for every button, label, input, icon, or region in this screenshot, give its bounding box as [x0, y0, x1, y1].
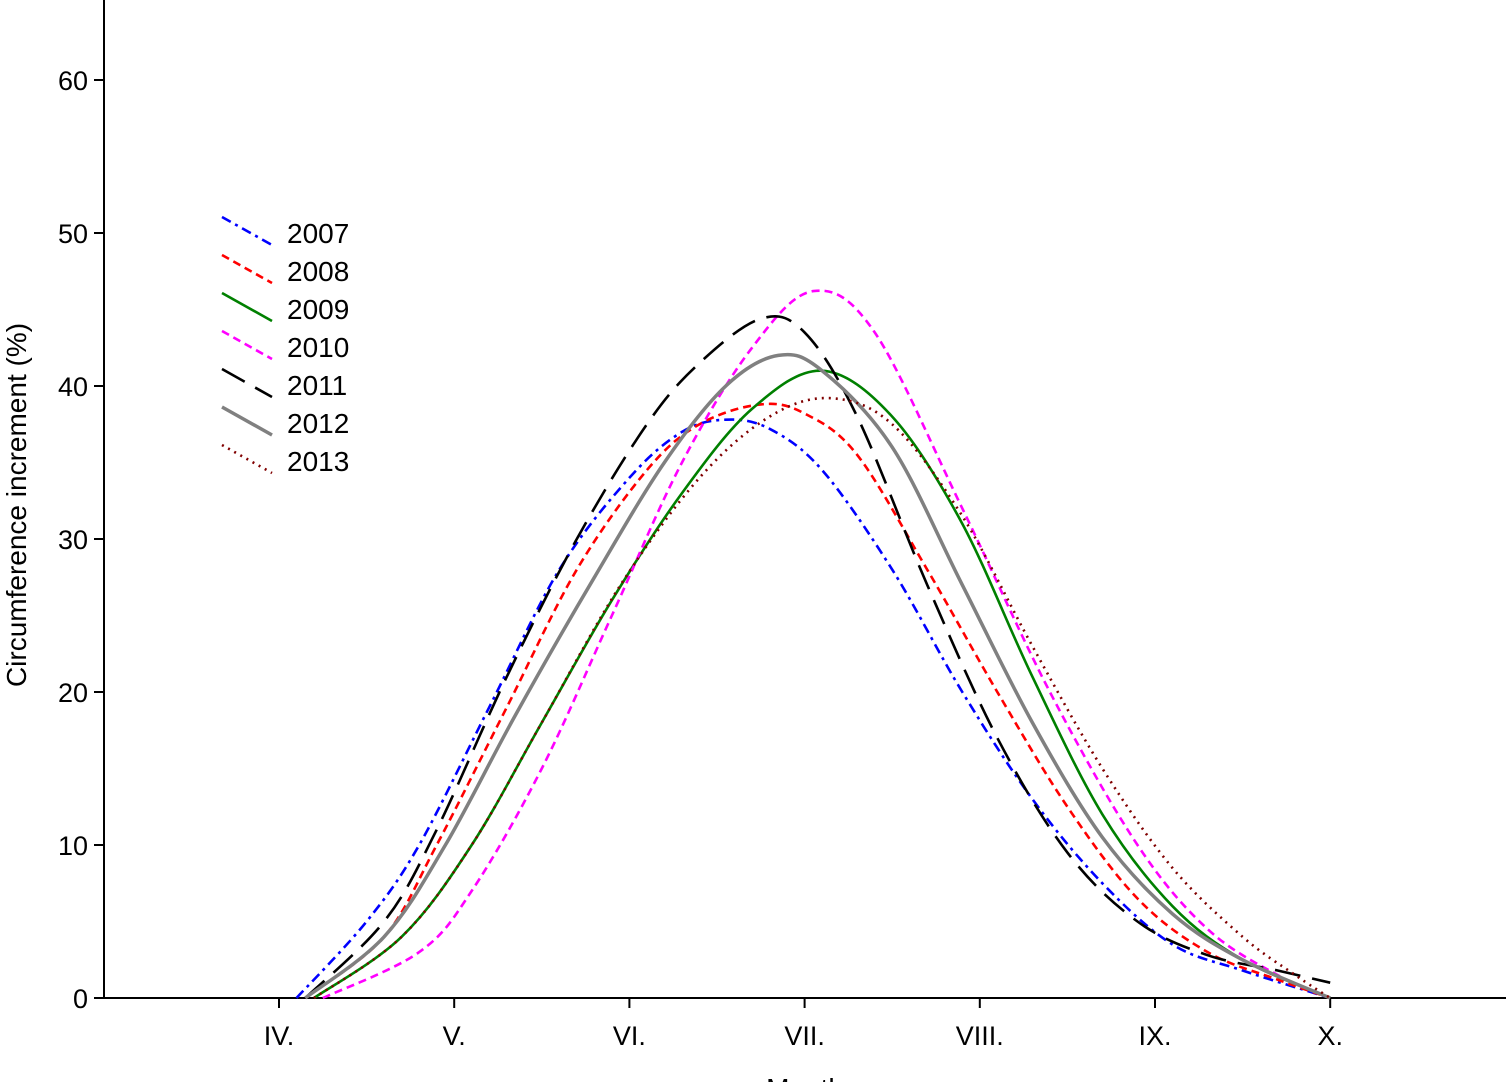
legend-label-2009: 2009 [287, 294, 349, 325]
y-tick-label: 10 [58, 831, 88, 861]
series-line-2011 [304, 315, 1331, 999]
x-tick-label: IV. [264, 1021, 295, 1051]
legend-swatch-2007 [221, 215, 273, 247]
x-tick-label: VII. [784, 1021, 825, 1051]
legend-label-2011: 2011 [287, 370, 347, 401]
x-tick-label: IX. [1138, 1021, 1171, 1051]
series-line-2010 [322, 289, 1331, 1000]
legend-swatch-2012 [221, 405, 273, 437]
legend-swatch-2009 [221, 291, 273, 323]
series-line-2013 [313, 396, 1331, 1000]
series-layer [295, 289, 1331, 1000]
legend-label-2013: 2013 [287, 446, 349, 477]
y-tick-label: 30 [58, 525, 88, 555]
x-axis-label: Month [766, 1073, 844, 1082]
axes: 0 10 20 30 40 50 60 IV. V. VI. VII. VIII. IX. X. [58, 0, 1506, 1051]
x-tick-label: VI. [613, 1021, 646, 1051]
legend-swatch-2010 [221, 329, 273, 361]
series-line-2012 [304, 352, 1331, 1000]
legend-label-2008: 2008 [287, 256, 349, 287]
series-line-2008 [304, 402, 1331, 1000]
x-tick-label: VIII. [956, 1021, 1004, 1051]
y-tick-label: 60 [58, 66, 88, 96]
legend-label-2010: 2010 [287, 332, 349, 363]
series-line-2007 [295, 418, 1331, 1000]
legend-label-2012: 2012 [287, 408, 349, 439]
legend-swatch-2008 [221, 253, 273, 285]
legend-swatch-2013 [221, 443, 273, 475]
y-tick-label: 20 [58, 678, 88, 708]
y-tick-label: 40 [58, 372, 88, 402]
legend-swatch-2011 [221, 367, 273, 399]
y-axis-label: Circumference increment (%) [1, 323, 32, 687]
x-tick-label: X. [1317, 1021, 1343, 1051]
legend: 2007 2008 2009 2010 2011 2012 2013 [221, 215, 349, 477]
y-tick-label: 50 [58, 219, 88, 249]
x-tick-label: V. [443, 1021, 466, 1051]
legend-label-2007: 2007 [287, 218, 349, 249]
series-line-2009 [313, 369, 1331, 1000]
y-tick-label: 0 [73, 984, 88, 1014]
